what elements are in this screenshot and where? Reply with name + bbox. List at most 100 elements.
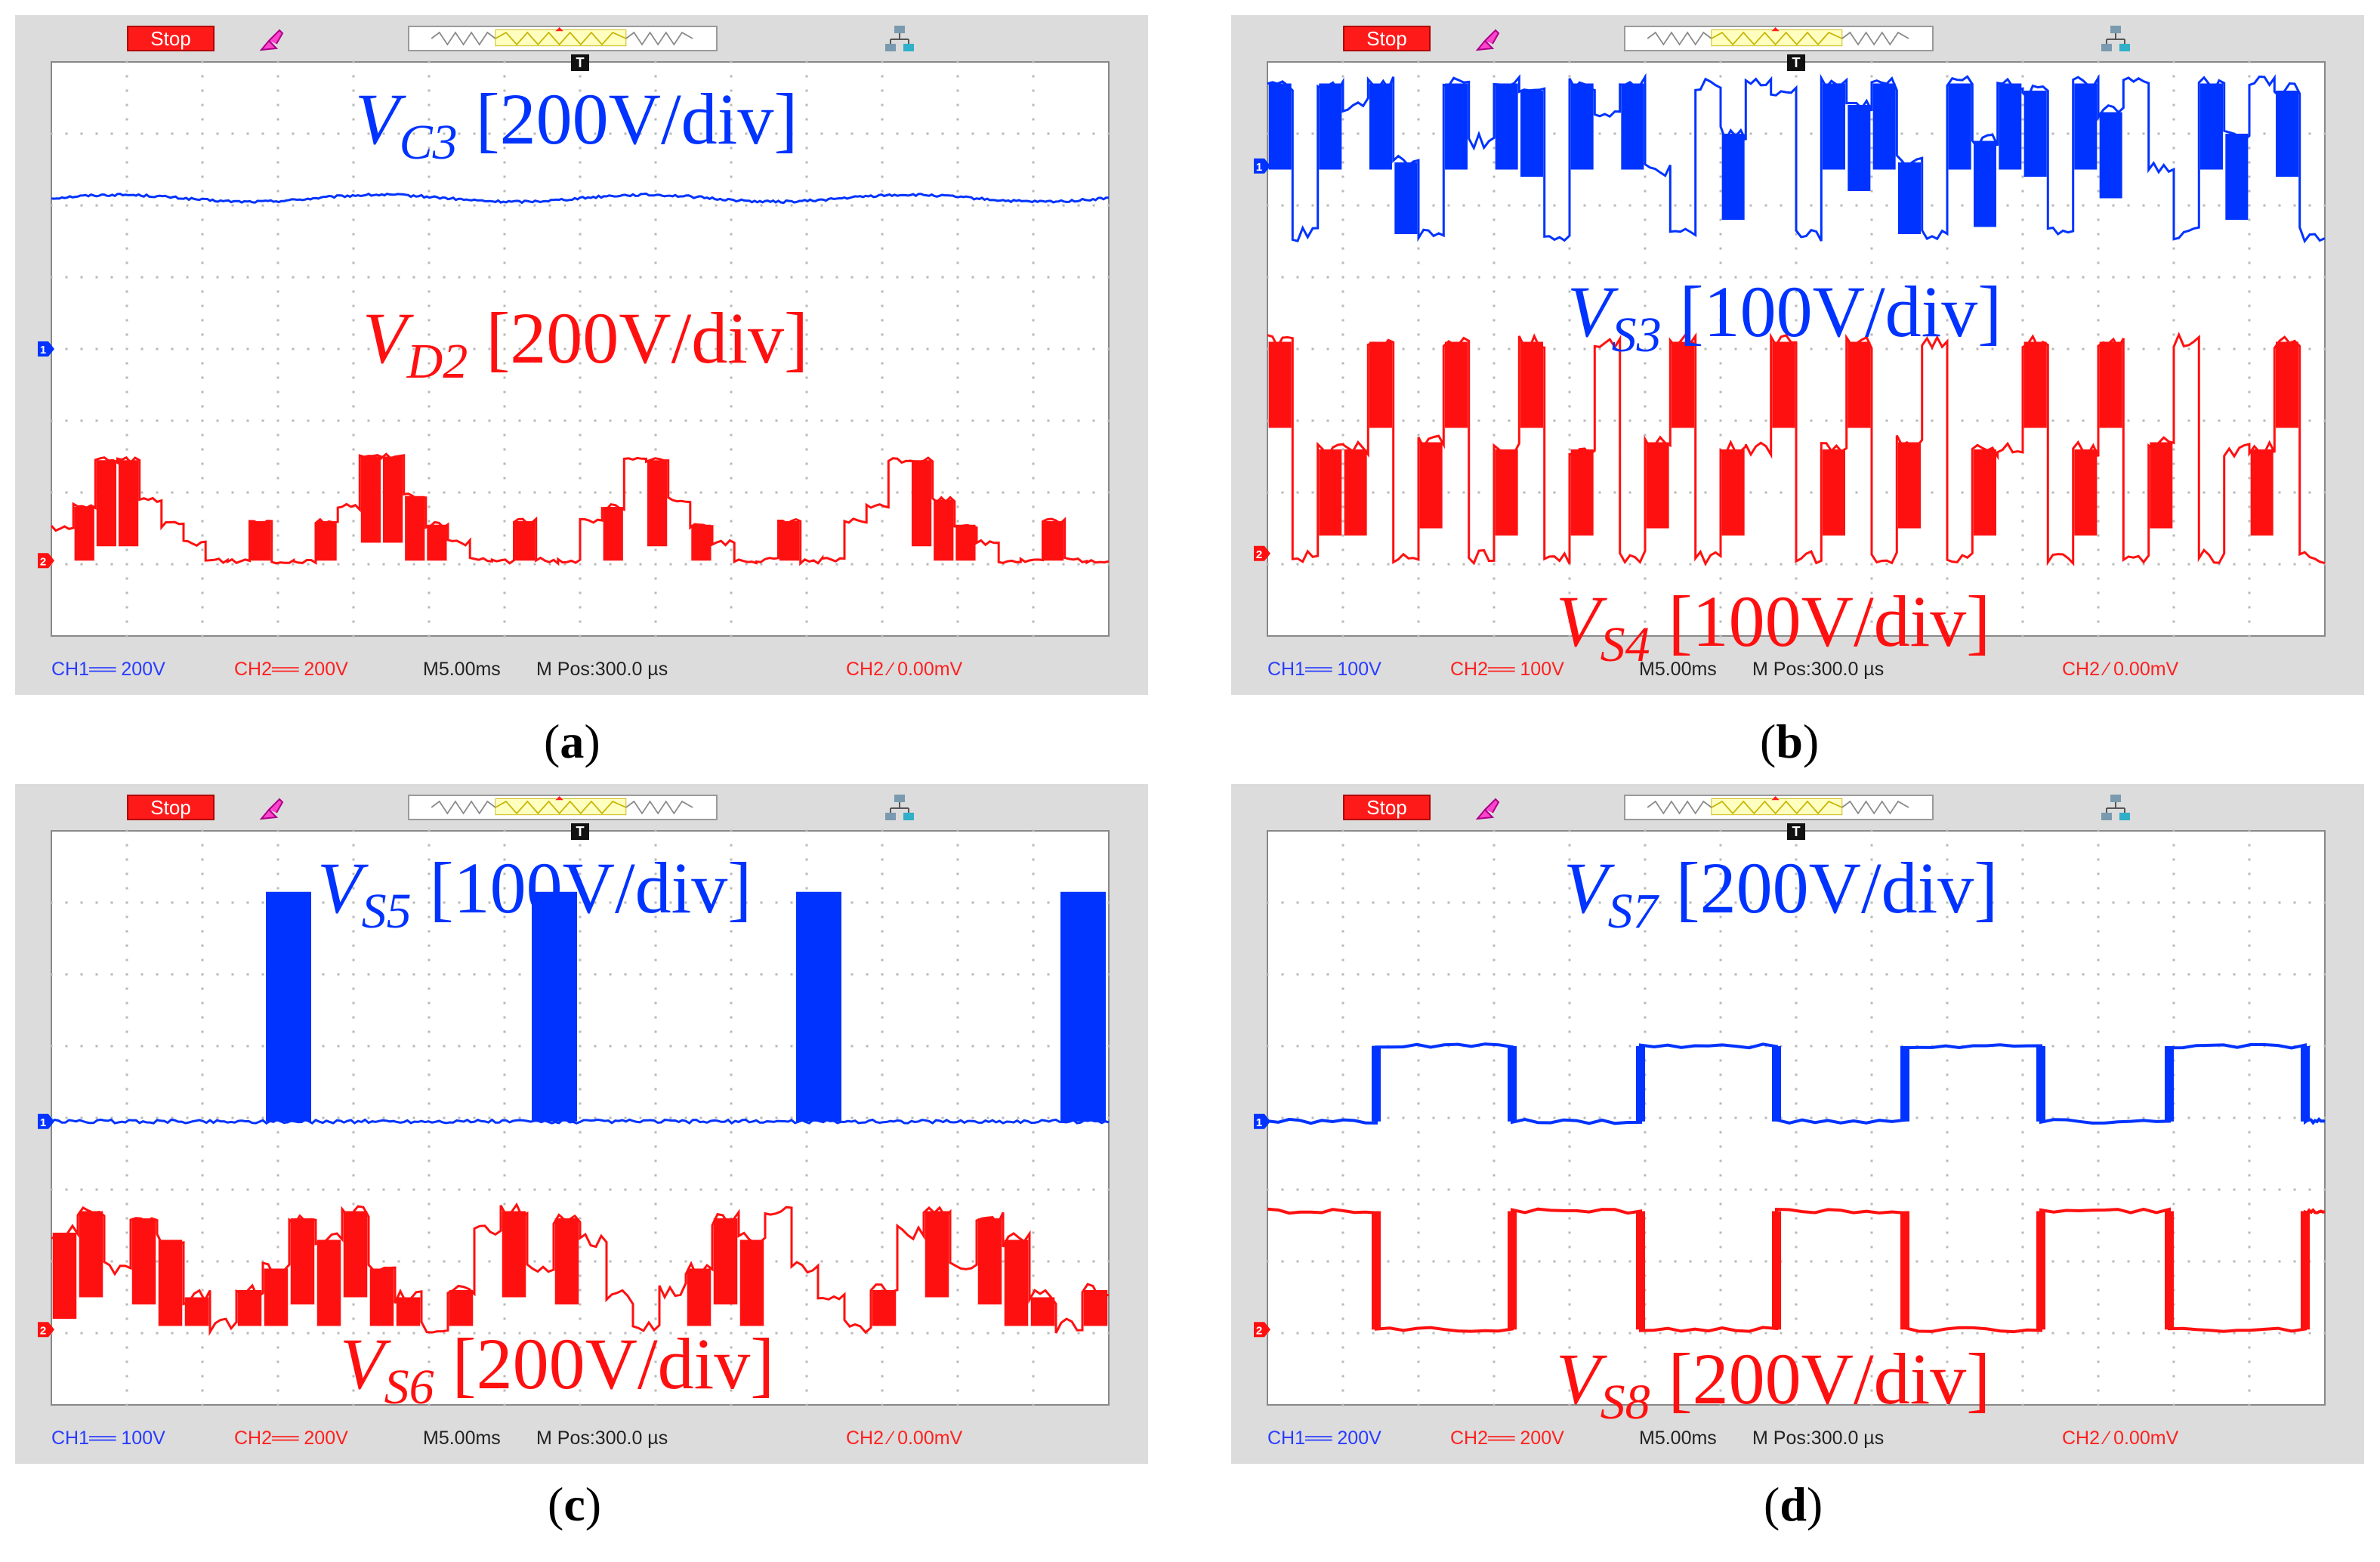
label-v: V [340,1323,384,1404]
mpos-readout: M Pos:300.0 µs [1752,1428,1885,1449]
scope-frame: T 1 2 Stop CH1══ 100V CH2══ 200V M5.00ms M… [15,784,1148,1464]
stop-button[interactable]: Stop [127,26,215,51]
trigger-marker [571,54,589,71]
edge [1636,1211,1645,1330]
caption-letter: d [1780,1477,1807,1531]
timebase-readout: M5.00ms [1639,659,1717,680]
ch2-signal-label: VS6 [200V/div] [340,1328,774,1412]
stop-button[interactable]: Stop [127,795,215,820]
ch2-ground-marker [38,1322,54,1338]
ch1-ground-marker-label: 1 [40,344,46,357]
label-subscript: S4 [1600,617,1650,672]
ch1-ground-marker [38,1113,54,1129]
pulse [532,891,577,1122]
ch1-status: CH1══ 200V [1267,1428,1381,1449]
panel-caption: (d) [1764,1477,1823,1531]
label-subscript: S7 [1607,884,1658,939]
pulse [1060,891,1106,1122]
ch2-signal-label: VS8 [200V/div] [1556,1343,1990,1428]
stop-button[interactable]: Stop [1343,795,1431,820]
timebase-bar [1624,795,1934,820]
scope-screen: T 1 2 [1254,54,2326,637]
waveform-VS3 [1267,73,2326,244]
label-v: V [355,79,400,159]
ch2-signal-label: VD2 [200V/div] [363,302,808,387]
stop-button[interactable]: Stop [1343,26,1431,51]
trigger-readout: CH2 ∕ 0.00mV [2062,659,2179,680]
grid [1266,829,2326,1406]
waveform-VS4 [1267,332,2326,566]
label-subscript: C3 [399,115,458,170]
mpos-readout: M Pos:300.0 µs [536,659,668,680]
ch2-ground-marker [1254,1322,1270,1338]
ch1-signal-label: VS7 [200V/div] [1564,852,1998,937]
trigger-marker-label: T [1792,55,1801,70]
label-scale: [200V/div] [1650,1338,1991,1419]
edge [1372,1046,1381,1122]
ch1-ground-marker [1254,1113,1270,1129]
caption-letter: b [1776,715,1803,768]
scope-screen: T 1 2 [38,823,1110,1406]
mpos-readout: M Pos:300.0 µs [536,1428,668,1449]
label-v: V [1567,271,1612,352]
trigger-marker [571,823,589,840]
ch2-ground-marker-label: 2 [40,555,46,568]
label-v: V [1556,1338,1601,1419]
grid [50,60,1110,637]
ch1-signal-label: VS3 [100V/div] [1567,276,2002,360]
timebase-bar [1624,26,1934,51]
ch1-ground-marker-label: 1 [1256,1116,1262,1129]
pulse [796,891,841,1122]
pulse [266,891,311,1122]
mpos-readout: M Pos:300.0 µs [1752,659,1885,680]
ch1-status: CH1══ 200V [51,659,165,680]
edge [2301,1046,2310,1122]
ch1-ground-marker [38,341,54,357]
ch2-ground-marker-label: 2 [40,1324,46,1337]
edge [1636,1046,1645,1122]
label-scale: [100V/div] [411,847,752,928]
panel-caption: (c) [548,1477,602,1531]
label-subscript: S5 [361,884,412,939]
probe-icon [259,29,284,51]
panel-caption: (b) [1760,715,1820,768]
edge [2165,1211,2174,1330]
label-subscript: S6 [384,1360,434,1415]
edge [1772,1046,1781,1122]
trigger-readout: CH2 ∕ 0.00mV [2062,1428,2179,1449]
trigger-marker [1787,823,1805,840]
label-v: V [1564,847,1608,928]
edge [1508,1211,1517,1330]
label-subscript: S8 [1600,1375,1650,1430]
scope-frame: T 1 2 Stop CH1══ 200V CH2══ 200V M5.00ms M… [15,15,1148,695]
edge [2036,1211,2045,1330]
ch2-status: CH2══ 200V [1450,1428,1564,1449]
waveform-VS7 [1267,1042,2326,1125]
timebase-bar [408,26,718,51]
label-scale: [100V/div] [1650,581,1991,662]
probe-icon [1475,29,1500,51]
network-icon [885,26,914,51]
panel-caption: (a) [544,715,600,768]
scope-frame: T 1 2 Stop CH1══ 200V CH2══ 200V M5.00ms M… [1231,784,2364,1464]
ch1-status: CH1══ 100V [1267,659,1381,680]
ch2-status: CH2══ 200V [234,1428,348,1449]
scope-frame: T 1 2 Stop CH1══ 100V CH2══ 100V M5.00ms M… [1231,15,2364,695]
label-scale: [200V/div] [434,1323,775,1404]
timebase-bar [408,795,718,820]
label-scale: [100V/div] [1661,271,2002,352]
ch2-ground-marker [38,553,54,569]
caption-letter: a [560,715,585,768]
label-v: V [1556,581,1601,662]
scope-screen: T 1 2 [1254,823,2326,1406]
label-subscript: S3 [1611,307,1662,363]
trigger-marker-label: T [576,824,585,839]
ch1-ground-marker-label: 1 [40,1116,46,1129]
waveform-VS5 [51,891,1110,1125]
timebase-readout: M5.00ms [1639,1428,1717,1449]
ch1-signal-label: VS5 [100V/div] [317,852,752,937]
label-v: V [363,298,407,378]
edge [1372,1211,1381,1330]
edge [1508,1046,1517,1122]
waveform-VD2 [50,452,1110,566]
